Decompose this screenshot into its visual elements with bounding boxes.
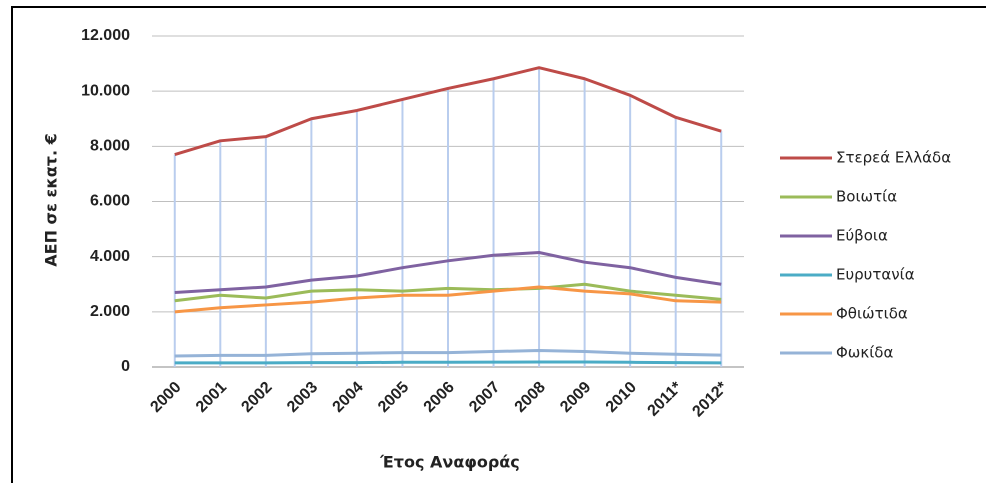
x-tick-label: 2003 <box>284 379 321 416</box>
y-tick-label: 6.000 <box>90 193 130 210</box>
legend-label: Φωκίδα <box>836 344 893 362</box>
x-tick-label: 2009 <box>557 379 594 416</box>
series-line <box>174 66 722 157</box>
x-tick-label: 2005 <box>375 379 412 416</box>
series-line <box>174 348 722 358</box>
legend-label: Εύβοια <box>836 227 888 245</box>
y-axis-title: ΑΕΠ σε εκατ. € <box>42 133 61 266</box>
legend-label: Φθιώτιδα <box>836 305 908 323</box>
y-tick-label: 4.000 <box>90 248 130 265</box>
legend-label: Στερεά Ελλάδα <box>836 149 951 167</box>
x-tick-label: 2004 <box>330 379 367 416</box>
x-tick-label: 2001 <box>193 379 230 416</box>
series-line <box>174 282 722 303</box>
y-tick-label: 10.000 <box>81 82 130 99</box>
y-tick-label: 0 <box>121 358 130 375</box>
y-tick-label: 12.000 <box>81 27 130 44</box>
x-tick-label: 2010 <box>603 379 640 416</box>
y-tick-label: 8.000 <box>90 138 130 155</box>
x-tick-label: 2000 <box>147 379 184 416</box>
x-axis-title: Έτος Αναφοράς <box>379 453 520 472</box>
x-tick-label: 2008 <box>512 379 549 416</box>
series-line <box>174 360 722 365</box>
x-tick-label: 2012* <box>689 378 731 420</box>
legend-label: Ευρυτανία <box>836 266 915 284</box>
x-tick-label: 2006 <box>421 379 458 416</box>
series-line <box>174 251 722 295</box>
legend-label: Βοιωτία <box>836 188 897 206</box>
x-tick-label: 2007 <box>466 379 503 416</box>
x-tick-label: 2002 <box>238 379 275 416</box>
y-tick-label: 2.000 <box>90 303 130 320</box>
series-line <box>174 285 722 314</box>
x-tick-label: 2011* <box>645 378 687 420</box>
